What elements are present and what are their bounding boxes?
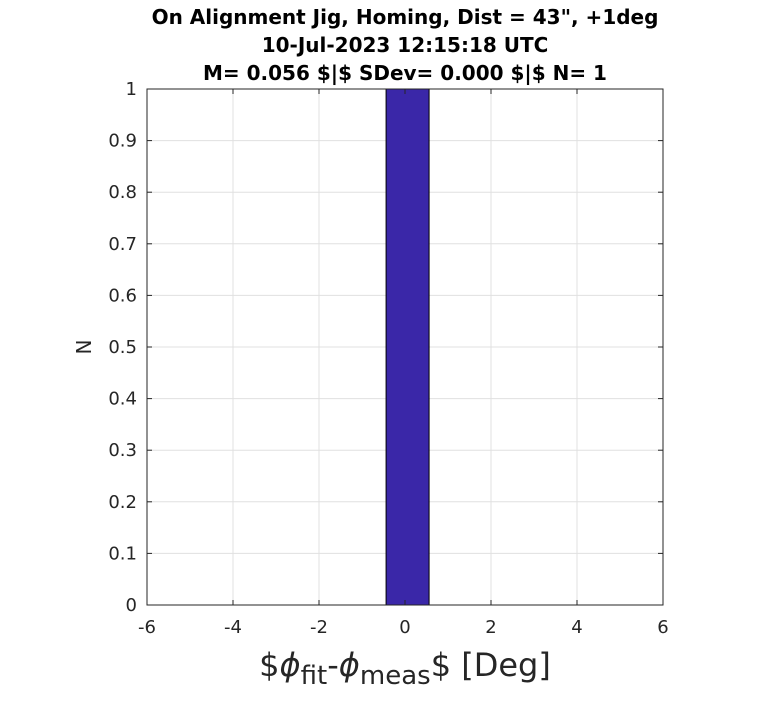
y-tick-label: 0.1 xyxy=(108,543,137,564)
x-tick-label: -6 xyxy=(138,617,156,638)
y-axis-label: N xyxy=(72,340,96,355)
chart-title-line-2: 10-Jul-2023 12:15:18 UTC xyxy=(262,33,549,57)
y-tick-label: 0.4 xyxy=(108,389,137,410)
histogram-bar xyxy=(385,88,430,606)
x-label-dollar-open: $ xyxy=(259,646,279,684)
chart-title-line-1: On Alignment Jig, Homing, Dist = 43", +1… xyxy=(152,5,659,29)
x-axis-ticks: -6 -4 -2 0 2 4 6 xyxy=(138,89,669,638)
x-label-phi-meas: ϕ xyxy=(339,646,360,684)
x-label-sub-fit: fit xyxy=(301,661,328,691)
y-tick-label: 0.9 xyxy=(108,131,137,152)
x-label-phi-fit: ϕ xyxy=(280,646,301,684)
x-axis-label: $ϕfit-ϕmeas$ [Deg] xyxy=(259,646,551,691)
y-tick-label: 0.8 xyxy=(108,182,137,203)
y-axis-ticks: 0 0.1 0.2 0.3 0.4 0.5 0.6 0.7 0.8 0.9 1 xyxy=(108,79,663,616)
x-label-dash: - xyxy=(327,646,339,684)
y-tick-label: 0.5 xyxy=(108,337,137,358)
y-tick-label: 0.3 xyxy=(108,440,137,461)
chart-title-line-3: M= 0.056 $|$ SDev= 0.000 $|$ N= 1 xyxy=(203,61,607,85)
x-tick-label: -2 xyxy=(310,617,328,638)
y-tick-label: 0.6 xyxy=(108,285,137,306)
histogram-bars xyxy=(385,88,430,606)
x-tick-label: 4 xyxy=(571,617,582,638)
y-tick-label: 1 xyxy=(126,79,137,100)
plot-area: -6 -4 -2 0 2 4 6 0 0.1 0.2 0.3 0.4 0.5 0.6 0.7 0.8 0.9 1 xyxy=(108,79,668,638)
x-label-rest: $ [Deg] xyxy=(431,646,551,684)
x-tick-label: -4 xyxy=(224,617,242,638)
y-tick-label: 0 xyxy=(126,595,137,616)
y-tick-label: 0.2 xyxy=(108,492,137,513)
x-tick-label: 2 xyxy=(485,617,496,638)
x-label-sub-meas: meas xyxy=(360,661,431,691)
x-tick-label: 0 xyxy=(399,617,410,638)
y-tick-label: 0.7 xyxy=(108,234,137,255)
x-tick-label: 6 xyxy=(657,617,668,638)
